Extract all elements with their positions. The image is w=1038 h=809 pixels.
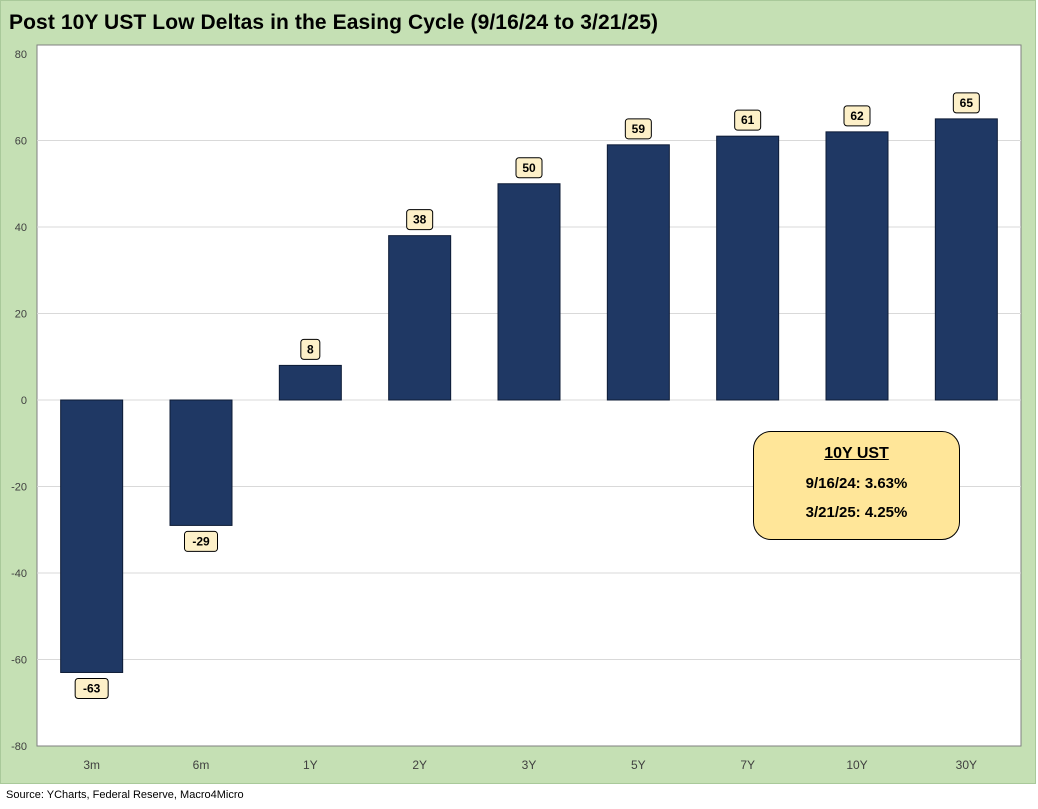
x-tick-label: 7Y <box>740 758 755 772</box>
data-label: 59 <box>632 122 646 136</box>
y-tick-label: 20 <box>15 309 27 321</box>
annotation-title: 10Y UST <box>824 445 889 462</box>
y-tick-label: -80 <box>11 741 27 753</box>
annotation-line-1: 9/16/24: 3.63% <box>805 475 908 492</box>
data-label: 65 <box>960 96 974 110</box>
annotation-box: 10Y UST 9/16/24: 3.63% 3/21/25: 4.25% <box>753 431 960 540</box>
data-label-box <box>734 109 762 131</box>
bar-3Y <box>497 183 561 401</box>
data-label-box <box>406 209 434 231</box>
x-tick-label: 1Y <box>303 758 318 772</box>
data-label-box <box>624 118 652 140</box>
x-tick-label: 2Y <box>412 758 427 772</box>
data-label: 50 <box>522 161 536 175</box>
y-tick-label: 0 <box>21 395 27 407</box>
data-label-box <box>74 677 109 699</box>
data-label-box <box>515 157 543 179</box>
data-label: 61 <box>741 113 755 127</box>
x-tick-label: 6m <box>193 758 210 772</box>
bar-1Y <box>278 364 342 401</box>
bar-5Y <box>606 144 670 401</box>
y-tick-label: 80 <box>15 49 27 61</box>
x-tick-label: 5Y <box>631 758 646 772</box>
data-label-box <box>300 338 321 360</box>
annotation-line-2: 3/21/25: 4.25% <box>805 504 908 521</box>
y-tick-label: -20 <box>11 482 27 494</box>
y-tick-label: 60 <box>15 136 27 148</box>
bar-6m <box>169 399 233 526</box>
bar-3m <box>60 399 124 673</box>
bar-30Y <box>934 118 998 401</box>
data-label: 8 <box>307 342 314 356</box>
y-tick-label: -60 <box>11 655 27 667</box>
y-tick-label: 40 <box>15 222 27 234</box>
source-note: Source: YCharts, Federal Reserve, Macro4… <box>6 789 244 801</box>
data-label-box <box>952 92 980 114</box>
x-tick-label: 3Y <box>522 758 537 772</box>
data-label: 38 <box>413 213 427 227</box>
data-label: 62 <box>850 109 864 123</box>
bar-7Y <box>716 135 780 401</box>
data-label-box <box>184 530 218 552</box>
x-tick-label: 10Y <box>846 758 867 772</box>
data-label: -29 <box>192 534 210 548</box>
chart-title: Post 10Y UST Low Deltas in the Easing Cy… <box>9 11 659 34</box>
bar-2Y <box>388 235 452 401</box>
x-tick-label: 30Y <box>956 758 977 772</box>
data-label-box <box>843 105 871 127</box>
x-tick-label: 3m <box>83 758 100 772</box>
y-tick-label: -40 <box>11 568 27 580</box>
data-label: -63 <box>83 681 101 695</box>
bar-10Y <box>825 131 889 401</box>
